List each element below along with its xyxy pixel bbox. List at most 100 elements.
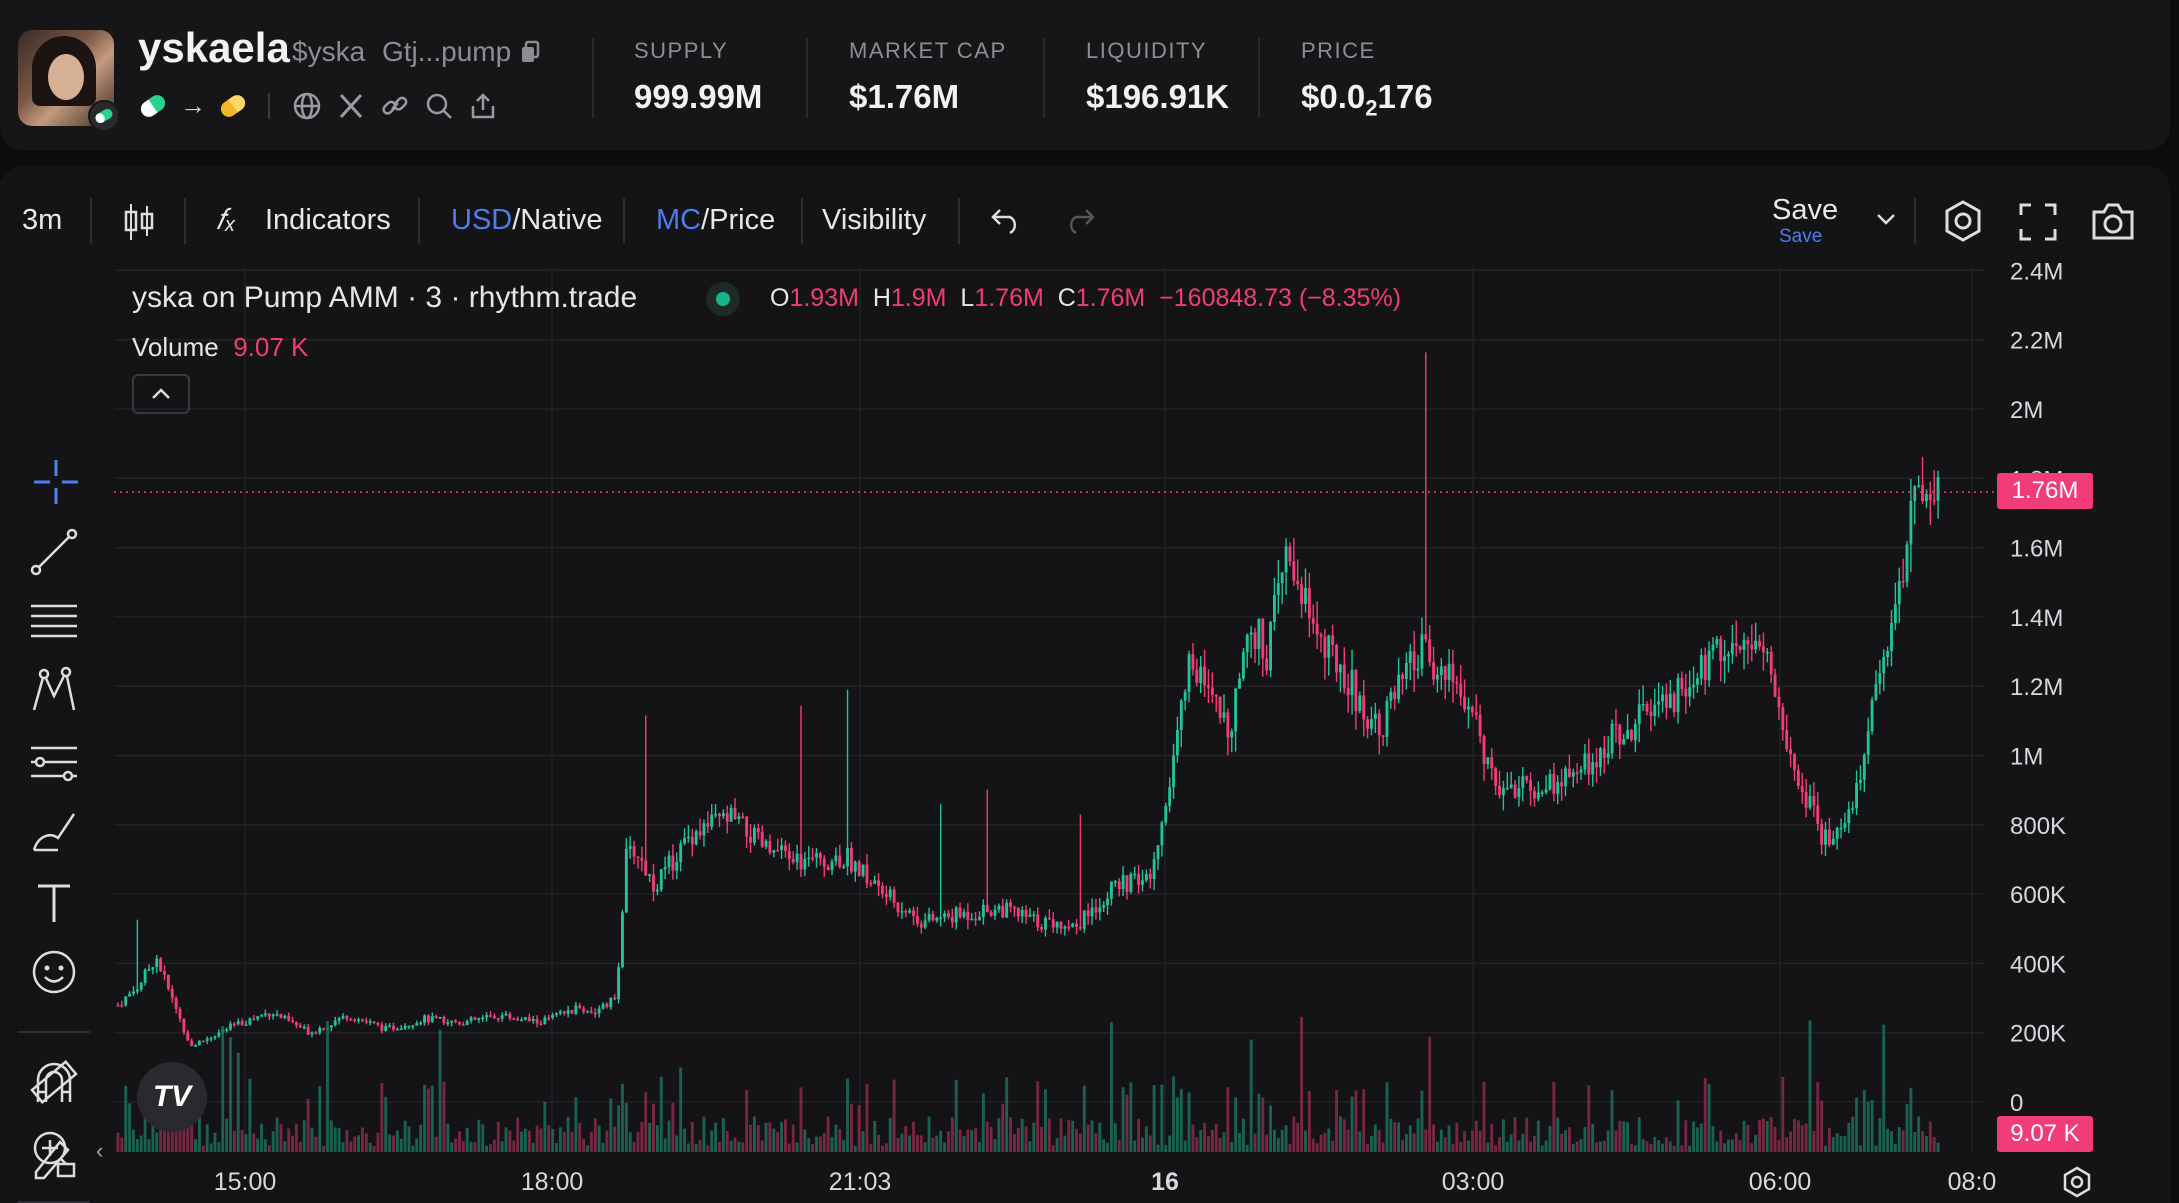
volume-bar bbox=[694, 1144, 698, 1152]
candle-body bbox=[1653, 704, 1657, 716]
chevron-left-icon[interactable]: ‹ bbox=[96, 1138, 104, 1163]
token-avatar[interactable] bbox=[18, 30, 114, 126]
undo-icon[interactable] bbox=[990, 206, 1022, 234]
tradingview-logo[interactable]: TV bbox=[137, 1062, 207, 1132]
candle-body bbox=[275, 1014, 279, 1016]
candle-body bbox=[295, 1022, 298, 1026]
volume-bar bbox=[442, 1081, 446, 1152]
volume-bar bbox=[1241, 1118, 1245, 1152]
candle-body bbox=[1595, 762, 1598, 768]
brush-icon[interactable] bbox=[28, 806, 80, 858]
volume-bar bbox=[1012, 1134, 1016, 1152]
candle-body bbox=[943, 913, 947, 918]
visibility-button[interactable]: Visibility bbox=[822, 204, 927, 236]
candle-body bbox=[1855, 782, 1859, 809]
candle-body bbox=[372, 1021, 376, 1024]
timeframe-button[interactable]: 3m bbox=[22, 204, 63, 236]
volume-bar bbox=[139, 1135, 143, 1152]
volume-bar bbox=[908, 1135, 912, 1152]
candle-body bbox=[496, 1018, 500, 1020]
emoji-icon[interactable] bbox=[28, 946, 80, 998]
candle-body bbox=[733, 807, 737, 820]
candle-body bbox=[1835, 827, 1839, 839]
volume-bar bbox=[1668, 1141, 1672, 1152]
candle-body bbox=[1335, 644, 1338, 673]
x-tick-label: 15:00 bbox=[214, 1168, 277, 1196]
volume-bar bbox=[1063, 1135, 1067, 1152]
magnet-icon[interactable] bbox=[28, 1058, 80, 1110]
candle-body bbox=[384, 1026, 388, 1031]
candle-body bbox=[492, 1016, 496, 1019]
candle-body bbox=[1121, 875, 1125, 889]
candle-body bbox=[597, 1008, 601, 1014]
candle-body bbox=[939, 917, 943, 919]
candle-body bbox=[1393, 691, 1397, 700]
candle-body bbox=[1044, 917, 1047, 930]
volume-bar bbox=[671, 1102, 675, 1152]
candle-body bbox=[1657, 701, 1661, 705]
candle-body bbox=[116, 1004, 120, 1007]
pattern-icon[interactable] bbox=[28, 666, 80, 718]
volume-bar bbox=[686, 1143, 690, 1152]
candle-body bbox=[485, 1015, 489, 1018]
share-icon[interactable] bbox=[468, 91, 498, 121]
volume-bar bbox=[1428, 1036, 1432, 1152]
collapse-legend-button[interactable] bbox=[132, 374, 190, 414]
redo-icon[interactable] bbox=[1064, 206, 1096, 234]
volume-bar bbox=[1307, 1091, 1311, 1152]
fx-icon[interactable]: 𝑓ₓ bbox=[216, 204, 237, 236]
candle-body bbox=[1342, 664, 1346, 689]
globe-icon[interactable] bbox=[292, 91, 322, 121]
copy-icon[interactable] bbox=[520, 40, 540, 64]
volume-bar bbox=[1094, 1133, 1098, 1152]
candle-body bbox=[174, 998, 178, 1009]
volume-bar bbox=[492, 1139, 496, 1152]
volume-bar bbox=[605, 1130, 609, 1152]
volume-bar bbox=[1121, 1087, 1125, 1152]
volume-bar bbox=[1296, 1122, 1300, 1152]
candle-body bbox=[380, 1024, 384, 1031]
volume-bar bbox=[306, 1098, 310, 1152]
chevron-down-icon[interactable] bbox=[1876, 212, 1896, 226]
text-icon[interactable] bbox=[28, 876, 80, 928]
crosshair-icon[interactable] bbox=[30, 456, 82, 508]
volume-bar bbox=[135, 1139, 139, 1152]
candle-body bbox=[1210, 687, 1214, 695]
gear-icon[interactable] bbox=[2060, 1165, 2094, 1199]
volume-bar bbox=[500, 1141, 504, 1152]
candle-body bbox=[1882, 657, 1886, 674]
candle-body bbox=[1125, 875, 1129, 892]
settings-icon[interactable] bbox=[1940, 198, 1986, 244]
x-icon[interactable] bbox=[336, 91, 366, 121]
candle-body bbox=[1401, 674, 1404, 679]
forecast-icon[interactable] bbox=[28, 736, 80, 788]
volume-bar bbox=[1082, 1085, 1086, 1152]
lock-drawing-icon[interactable] bbox=[28, 1132, 80, 1184]
volume-bar bbox=[1001, 1104, 1005, 1152]
link-icon[interactable] bbox=[380, 91, 410, 121]
candle-body bbox=[1214, 694, 1218, 697]
volume-bar bbox=[1618, 1120, 1622, 1152]
mc-price-toggle[interactable]: MC/Price bbox=[656, 204, 776, 236]
token-address[interactable]: Gtj...pump bbox=[382, 36, 512, 67]
candle-body bbox=[438, 1016, 442, 1019]
candle-body bbox=[403, 1025, 407, 1029]
indicators-button[interactable]: Indicators bbox=[265, 204, 391, 236]
x-tick-label: 18:00 bbox=[521, 1168, 584, 1196]
fullscreen-icon[interactable] bbox=[2018, 202, 2058, 242]
volume-bar bbox=[124, 1085, 128, 1152]
volume-bar bbox=[954, 1079, 958, 1152]
camera-icon[interactable] bbox=[2090, 200, 2136, 242]
fib-retracement-icon[interactable] bbox=[28, 596, 80, 648]
volume-legend: Volume 9.07 K bbox=[132, 332, 309, 362]
candle-body bbox=[1012, 906, 1016, 909]
trend-line-icon[interactable] bbox=[28, 526, 80, 578]
usd-native-toggle[interactable]: USD/Native bbox=[451, 204, 603, 236]
candles-icon[interactable] bbox=[122, 202, 156, 242]
save-button[interactable]: Save bbox=[1772, 194, 1839, 226]
volume-bar bbox=[1893, 1143, 1897, 1152]
search-icon[interactable] bbox=[424, 91, 454, 121]
candle-body bbox=[341, 1016, 345, 1019]
volume-bar bbox=[1051, 1144, 1055, 1152]
